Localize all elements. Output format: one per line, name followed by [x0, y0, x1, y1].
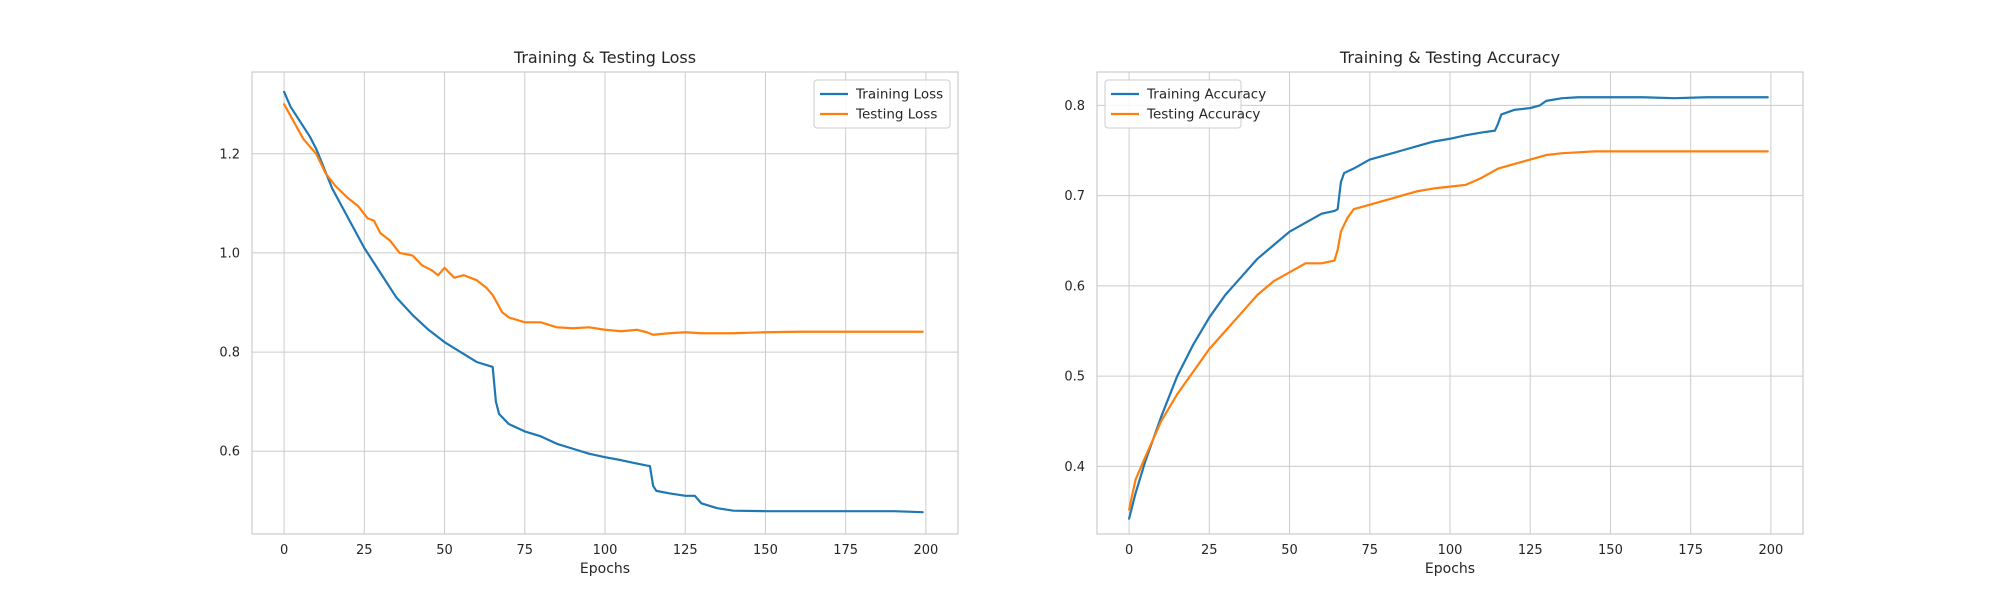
chart-0-legend: Training Loss Testing Loss	[813, 79, 951, 129]
accuracy-chart: 0 25 50 75 100 125 150 175 200 0.4 0.5 0.6 0.7 0.8 Tra…	[1064, 48, 1804, 577]
chart-1-x-tick-label-5: 125	[1518, 543, 1543, 558]
chart-0-legend-label-0: Training Loss	[855, 87, 943, 103]
chart-1-y-tick-label-2: 0.6	[1064, 279, 1085, 294]
chart-1-legend-label-1: Testing Accuracy	[1146, 107, 1260, 123]
chart-1-series-line-0	[1127, 96, 1769, 520]
chart-1-x-tick-label-8: 200	[1758, 543, 1783, 558]
loss-chart: 0 25 50 75 100 125 150 175 200 0.6 0.8 1.0 1.2 Traini…	[219, 48, 959, 577]
chart-1-x-tick-label-2: 50	[1281, 543, 1298, 558]
chart-0-x-tick-label-3: 75	[516, 543, 533, 558]
chart-1-y-tick-label-4: 0.8	[1064, 99, 1085, 114]
chart-0-x-tick-label-4: 100	[593, 543, 618, 558]
chart-1-x-tick-label-1: 25	[1201, 543, 1218, 558]
chart-1-y-tick-label-3: 0.7	[1064, 189, 1085, 204]
chart-0-y-tick-label-2: 1.0	[219, 246, 240, 261]
chart-1-series-line-1	[1127, 150, 1769, 511]
chart-1-x-axis-label: Epochs	[1425, 561, 1475, 577]
chart-1-y-tick-label-1: 0.5	[1064, 370, 1085, 385]
chart-0-title: Training & Testing Loss	[513, 48, 696, 67]
chart-0-x-tick-label-8: 200	[913, 543, 938, 558]
chart-0-x-tick-label-0: 0	[280, 543, 288, 558]
chart-1-x-tick-label-7: 175	[1678, 543, 1703, 558]
chart-0-legend-box	[813, 79, 951, 129]
chart-0-series-line-0	[282, 90, 924, 514]
chart-1-x-tick-label-3: 75	[1361, 543, 1378, 558]
chart-0-x-tick-label-5: 125	[673, 543, 698, 558]
chart-0-series-line-1	[282, 103, 924, 336]
chart-1-x-tick-label-4: 100	[1438, 543, 1463, 558]
chart-0-frame	[251, 71, 959, 535]
chart-1-y-tick-label-0: 0.4	[1064, 460, 1085, 475]
chart-1-title: Training & Testing Accuracy	[1339, 48, 1560, 67]
chart-0-x-tick-label-6: 150	[753, 543, 778, 558]
chart-1-legend-label-0: Training Accuracy	[1146, 87, 1266, 103]
chart-1-frame	[1096, 71, 1804, 535]
chart-0-y-tick-label-3: 1.2	[219, 147, 240, 162]
chart-0-y-tick-label-0: 0.6	[219, 445, 240, 460]
chart-1-legend-box	[1104, 79, 1242, 129]
chart-1-x-tick-label-0: 0	[1125, 543, 1133, 558]
chart-0-legend-label-1: Testing Loss	[855, 107, 937, 123]
chart-0-y-tick-label-1: 0.8	[219, 346, 240, 361]
chart-0-x-axis-label: Epochs	[580, 561, 630, 577]
chart-1-legend: Training Accuracy Testing Accuracy	[1104, 79, 1266, 129]
chart-1-x-tick-label-6: 150	[1598, 543, 1623, 558]
chart-0-x-tick-label-2: 50	[436, 543, 453, 558]
chart-0-x-tick-label-1: 25	[356, 543, 373, 558]
chart-0-x-tick-label-7: 175	[833, 543, 858, 558]
